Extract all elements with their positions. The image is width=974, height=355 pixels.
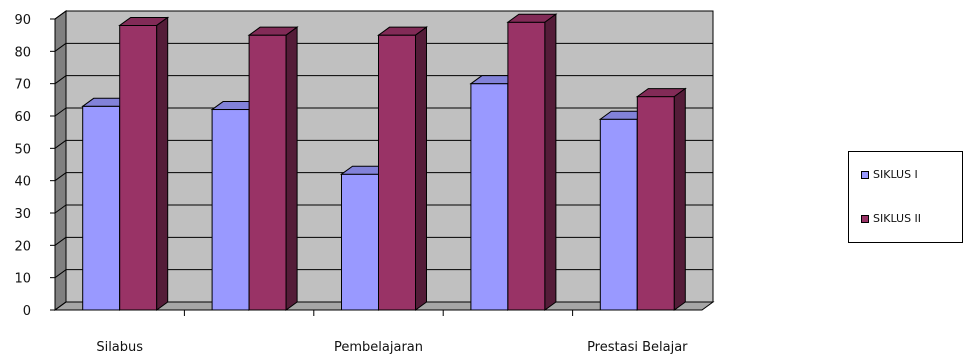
bar-side — [415, 26, 427, 311]
y-tick-label: 90 — [14, 13, 31, 28]
legend-swatch-siklus-i — [861, 170, 869, 179]
legend-item-siklus-ii: SIKLUS II — [861, 212, 921, 225]
bar-front — [599, 118, 638, 311]
bar-side — [285, 26, 298, 311]
gridline-side — [54, 107, 67, 117]
legend-label-siklus-ii: SIKLUS II — [873, 212, 922, 225]
y-tick-label: 50 — [14, 142, 31, 157]
bar-front — [378, 34, 416, 311]
bar-front — [248, 34, 287, 311]
gridline-side — [54, 236, 67, 246]
x-tick-label: Silabus — [96, 340, 143, 355]
y-tick-label: 40 — [14, 175, 31, 190]
gridline-side — [54, 139, 67, 149]
legend-label-siklus-i: SIKLUS I — [873, 168, 918, 181]
bar-side — [156, 16, 169, 311]
y-tick-label: 30 — [14, 207, 31, 222]
gridline-side — [54, 10, 67, 20]
legend-swatch-siklus-ii — [861, 214, 869, 223]
gridline-side — [54, 269, 67, 279]
gridline-side — [54, 42, 67, 52]
chart-side-wall — [54, 10, 67, 311]
gridline-side — [54, 301, 67, 311]
bar-front — [636, 96, 675, 311]
y-tick-label: 70 — [14, 78, 31, 93]
y-tick-label: 10 — [14, 272, 31, 287]
legend-item-siklus-i: SIKLUS I — [861, 168, 918, 181]
bar-front — [82, 105, 121, 311]
chart-legend: SIKLUS I SIKLUS II — [848, 151, 963, 243]
bar-front — [341, 173, 379, 311]
y-tick-label: 0 — [23, 304, 31, 319]
y-tick-label: 80 — [14, 45, 31, 60]
x-tick-label: Prestasi Belajar — [587, 340, 688, 355]
gridline-side — [54, 75, 67, 85]
bar-front — [470, 83, 509, 311]
y-tick-label: 60 — [14, 110, 31, 125]
gridline-side — [54, 204, 67, 214]
bar-front — [211, 109, 250, 311]
y-tick-label: 20 — [14, 239, 31, 254]
bar-side — [544, 13, 557, 311]
bar-front — [119, 24, 158, 311]
x-tick-label: Pembelajaran — [334, 340, 423, 355]
bar-front — [507, 21, 546, 311]
gridline-side — [54, 172, 67, 182]
bar-side — [673, 87, 686, 311]
